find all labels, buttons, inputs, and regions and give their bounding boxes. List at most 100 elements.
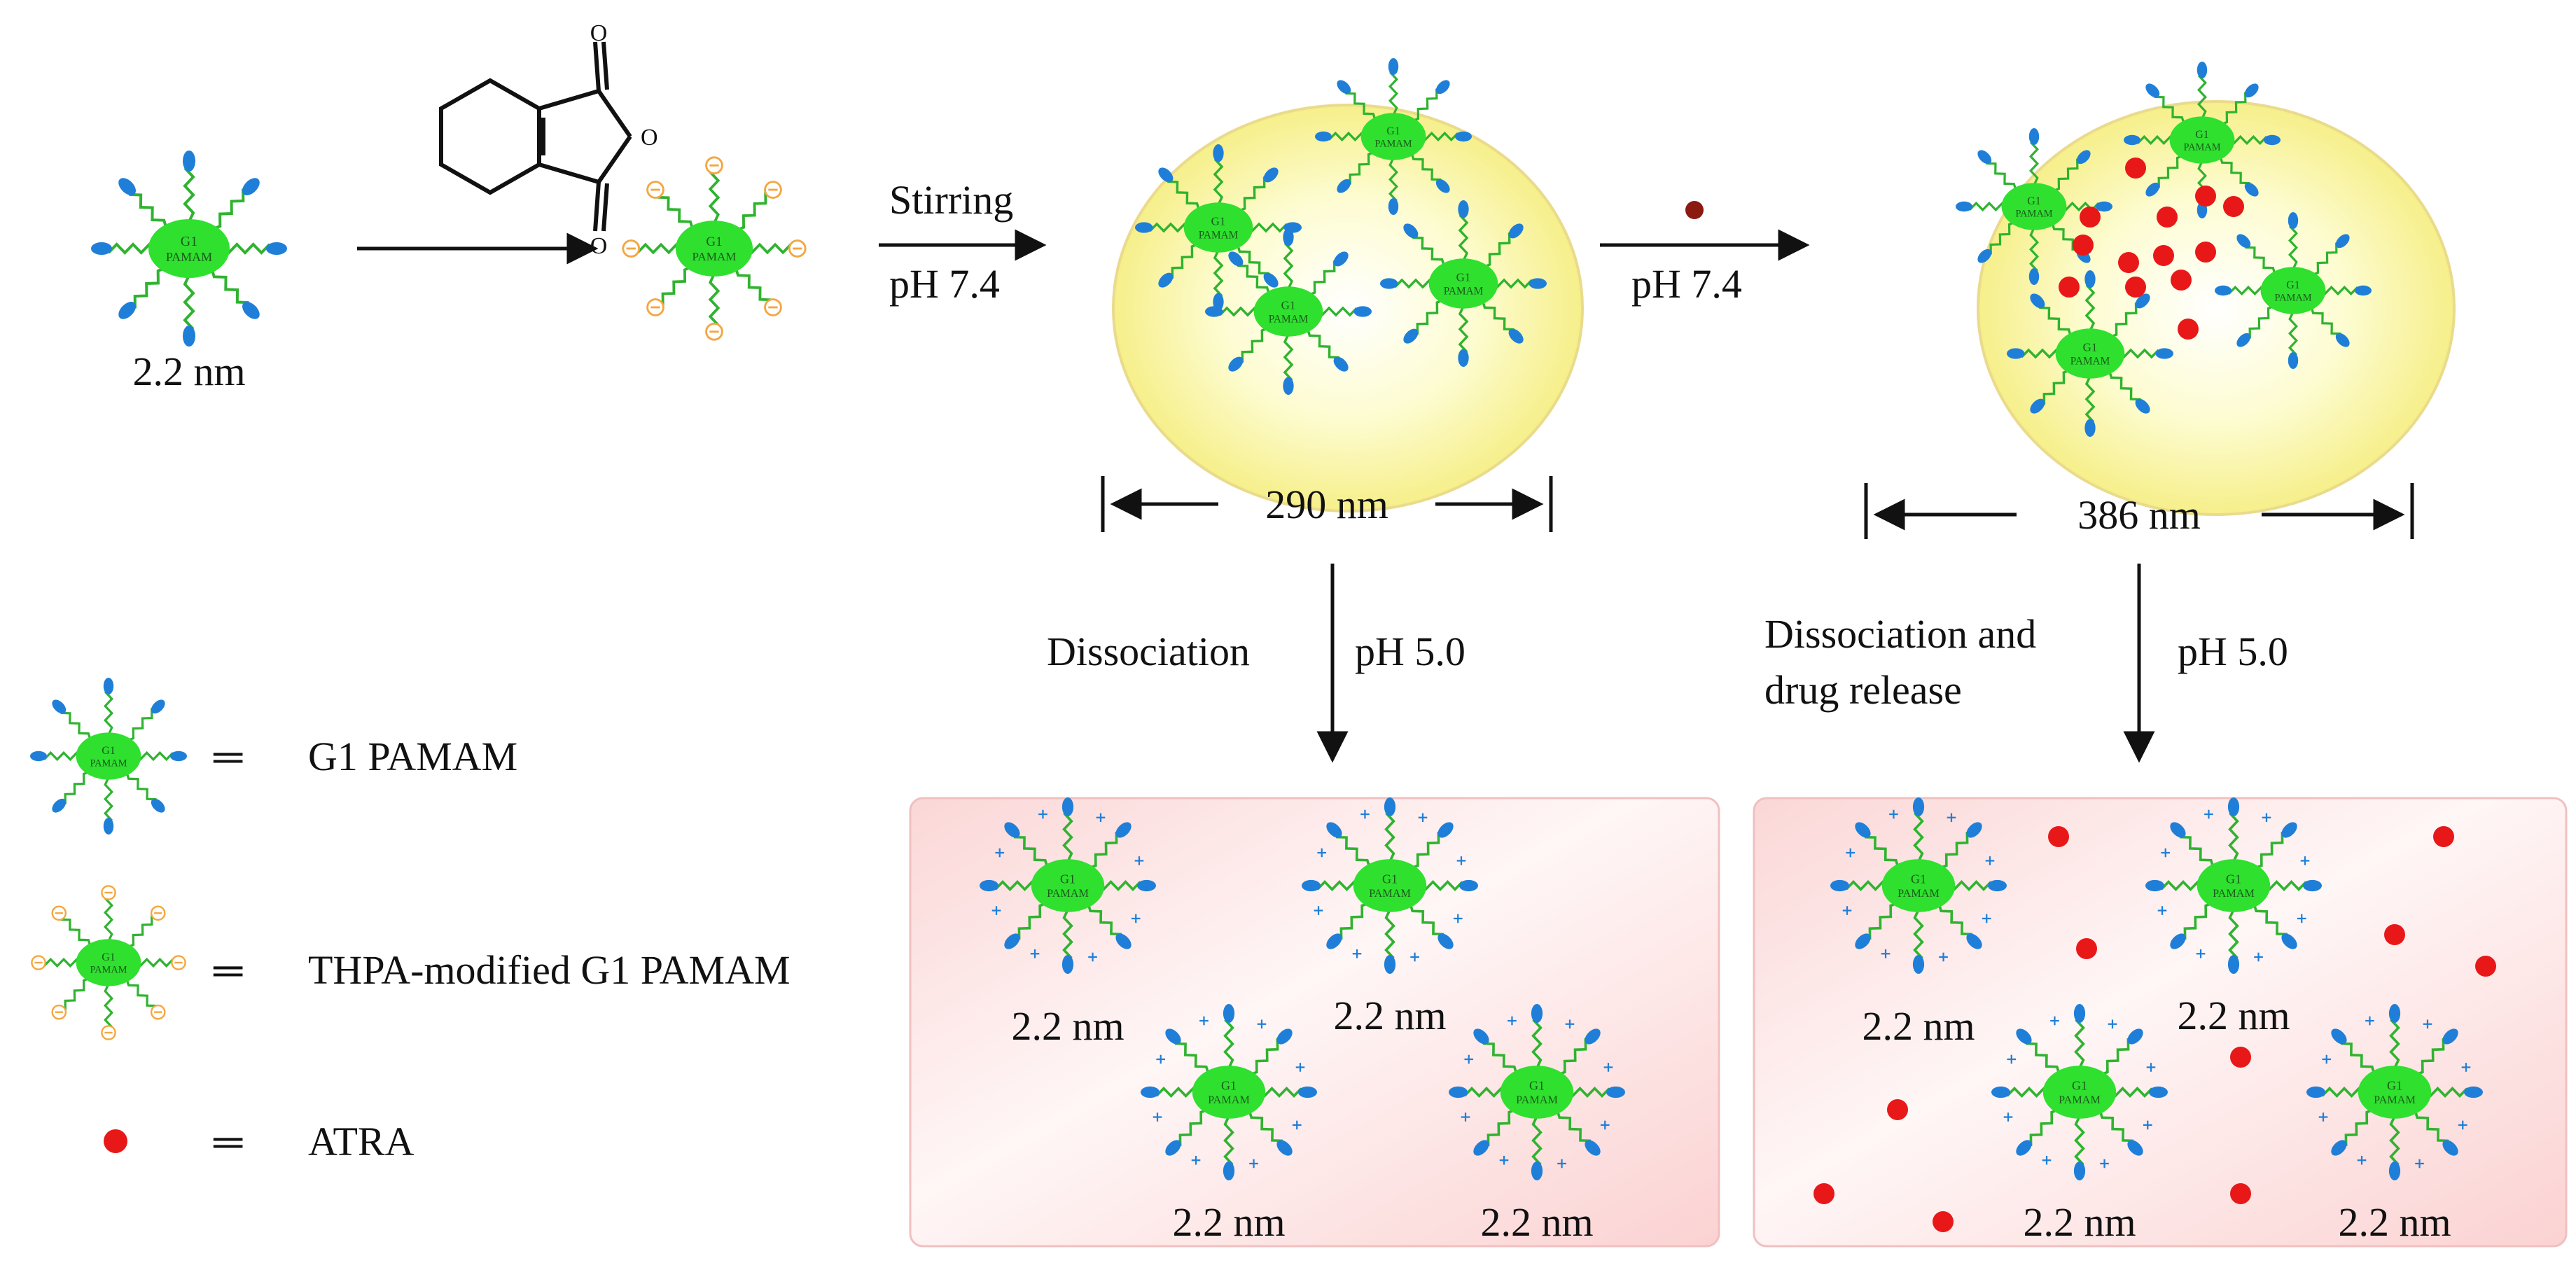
core-label-g1: G1 <box>2083 341 2098 354</box>
atra-dot-released <box>2048 826 2069 847</box>
atra-dot <box>2178 319 2199 340</box>
drug-release-label: drug release <box>1764 667 1962 713</box>
core-label-g1: G1 <box>102 951 116 963</box>
core-label-g1: G1 <box>1281 299 1296 312</box>
atra-dot <box>2171 270 2192 291</box>
right-product-4: G1 PAMAM <box>2306 1004 2483 1180</box>
atra-dot <box>2080 207 2101 228</box>
atra-dot-released <box>2433 826 2454 847</box>
core-label-pamam: PAMAM <box>2183 141 2220 153</box>
core-label-g1: G1 <box>1386 125 1400 137</box>
core-label-g1: G1 <box>1382 872 1398 886</box>
thpa-structure <box>439 41 632 232</box>
core-label-g1: G1 <box>1211 215 1226 228</box>
atra-dot-released <box>2230 1047 2251 1068</box>
atra-dot-released <box>1933 1211 1954 1232</box>
core-label-pamam: PAMAM <box>1516 1094 1558 1106</box>
core-label-pamam: PAMAM <box>1374 138 1412 149</box>
ph-50-label-a: pH 5.0 <box>1355 629 1465 674</box>
ph-50-label-b: pH 5.0 <box>2178 629 2288 674</box>
drug-layer <box>1813 158 2496 1232</box>
atra-drug-particle <box>1685 201 1704 219</box>
core-label-g1: G1 <box>1456 271 1471 284</box>
right-product-3: G1 PAMAM <box>1991 1004 2168 1180</box>
size-bar-290 <box>1101 476 1553 532</box>
atra-dot <box>2195 186 2216 207</box>
core-label-g1: G1 <box>1060 872 1075 886</box>
atra-dot-released <box>2076 938 2097 959</box>
left-size-3: 2.2 nm <box>1172 1199 1285 1245</box>
stirring-label: Stirring <box>889 177 1013 223</box>
legend-label-g1: G1 PAMAM <box>308 734 517 779</box>
core-label-pamam: PAMAM <box>1208 1094 1250 1106</box>
size-bar-386 <box>1864 483 2414 539</box>
ph-74-label-a: pH 7.4 <box>889 261 1000 307</box>
core-label-g1: G1 <box>181 234 197 249</box>
left-size-4: 2.2 nm <box>1480 1199 1593 1245</box>
core-label-pamam: PAMAM <box>2374 1094 2416 1106</box>
core-label-g1: G1 <box>2072 1078 2087 1092</box>
core-label-pamam: PAMAM <box>90 758 127 769</box>
ph-74-label-b: pH 7.4 <box>1631 261 1742 307</box>
atra-dot <box>2125 277 2146 298</box>
dissociation-box-right <box>1753 797 2568 1248</box>
legend-equals-3: ═ <box>213 1119 243 1164</box>
atra-dot-released <box>1813 1183 1834 1204</box>
legend-label-thpa: THPA-modified G1 PAMAM <box>308 947 791 993</box>
legend-atra-icon <box>104 1129 127 1153</box>
core-label-g1: G1 <box>2286 279 2300 291</box>
aggregate-290 <box>1112 104 1584 512</box>
core-label-pamam: PAMAM <box>90 964 127 975</box>
dissociation-label: Dissociation <box>1047 629 1250 674</box>
core-label-g1: G1 <box>2195 129 2209 141</box>
size-290-label: 290 nm <box>1265 482 1388 527</box>
core-label-g1: G1 <box>102 745 116 757</box>
size-start-label: 2.2 nm <box>132 349 245 394</box>
core-label-pamam: PAMAM <box>1369 887 1411 900</box>
core-label-g1: G1 <box>2027 195 2041 207</box>
legend-equals-1: ═ <box>213 734 243 779</box>
core-label-pamam: PAMAM <box>1269 313 1309 325</box>
core-label-g1: G1 <box>2226 872 2241 886</box>
atra-dot <box>2153 245 2174 266</box>
left-size-2: 2.2 nm <box>1333 993 1446 1038</box>
atra-dot-released <box>2230 1183 2251 1204</box>
left-product-3: G1 PAMAM <box>1141 1004 1317 1180</box>
right-size-3: 2.2 nm <box>2023 1199 2136 1245</box>
core-label-g1: G1 <box>1221 1078 1237 1092</box>
core-label-pamam: PAMAM <box>2274 292 2311 303</box>
core-label-pamam: PAMAM <box>692 250 736 263</box>
legend-equals-2: ═ <box>213 947 243 993</box>
atra-dot <box>2059 277 2080 298</box>
core-label-pamam: PAMAM <box>1047 887 1089 900</box>
atra-dot <box>2195 242 2216 263</box>
core-label-pamam: PAMAM <box>2213 887 2255 900</box>
oxygen-top: O <box>590 20 608 46</box>
atra-dot-released <box>2475 956 2496 977</box>
oxygen-ring: O <box>641 125 658 151</box>
size-386-label: 386 nm <box>2077 492 2201 538</box>
dendrimer-layer: G1PAMAMG1PAMAMG1PAMAMG1PAMAMG1PAMAMG1PAM… <box>30 58 2483 1180</box>
dissociation-box-left <box>909 797 1720 1248</box>
left-product-4: G1 PAMAM <box>1449 1004 1625 1180</box>
legend-label-atra: ATRA <box>308 1119 415 1164</box>
core-label-pamam: PAMAM <box>2059 1094 2101 1106</box>
core-label-pamam: PAMAM <box>2015 208 2052 219</box>
right-size-2: 2.2 nm <box>2177 993 2290 1038</box>
core-label-g1: G1 <box>1911 872 1926 886</box>
